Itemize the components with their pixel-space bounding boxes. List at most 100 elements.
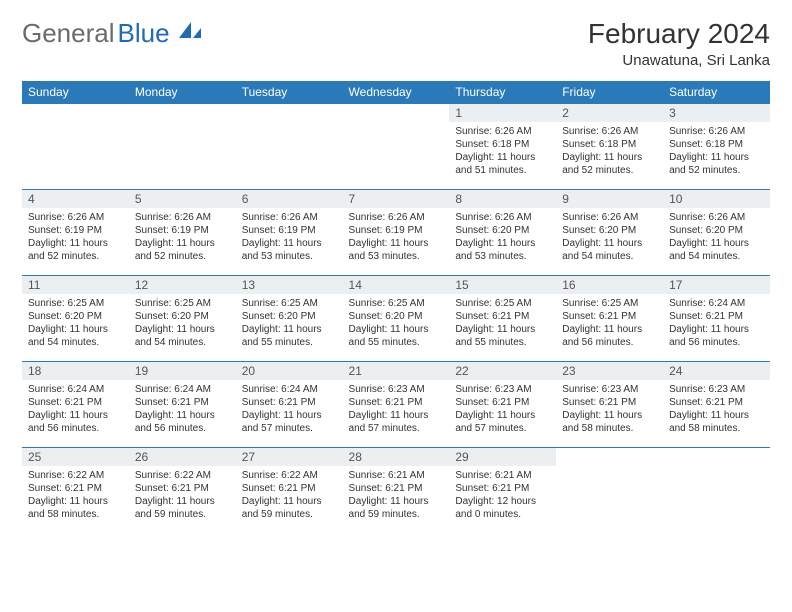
day-number: 11 xyxy=(22,276,129,294)
day-number: 7 xyxy=(343,190,450,208)
sunset-text: Sunset: 6:21 PM xyxy=(242,396,337,409)
sunset-text: Sunset: 6:20 PM xyxy=(669,224,764,237)
calendar-cell: 20Sunrise: 6:24 AMSunset: 6:21 PMDayligh… xyxy=(236,362,343,448)
daylight-text: Daylight: 11 hours and 53 minutes. xyxy=(349,237,444,263)
sunset-text: Sunset: 6:21 PM xyxy=(455,396,550,409)
calendar-cell: 14Sunrise: 6:25 AMSunset: 6:20 PMDayligh… xyxy=(343,276,450,362)
sunrise-text: Sunrise: 6:26 AM xyxy=(135,211,230,224)
daylight-text: Daylight: 11 hours and 54 minutes. xyxy=(562,237,657,263)
calendar-cell: 16Sunrise: 6:25 AMSunset: 6:21 PMDayligh… xyxy=(556,276,663,362)
daylight-text: Daylight: 11 hours and 57 minutes. xyxy=(242,409,337,435)
daylight-text: Daylight: 11 hours and 52 minutes. xyxy=(28,237,123,263)
day-number xyxy=(22,104,129,122)
sunrise-text: Sunrise: 6:26 AM xyxy=(455,211,550,224)
sunrise-text: Sunrise: 6:26 AM xyxy=(28,211,123,224)
calendar-cell: 1Sunrise: 6:26 AMSunset: 6:18 PMDaylight… xyxy=(449,104,556,190)
calendar-row: 25Sunrise: 6:22 AMSunset: 6:21 PMDayligh… xyxy=(22,448,770,534)
calendar-cell: 24Sunrise: 6:23 AMSunset: 6:21 PMDayligh… xyxy=(663,362,770,448)
day-info: Sunrise: 6:25 AMSunset: 6:20 PMDaylight:… xyxy=(236,294,343,353)
day-number: 27 xyxy=(236,448,343,466)
daylight-text: Daylight: 11 hours and 53 minutes. xyxy=(455,237,550,263)
day-info: Sunrise: 6:26 AMSunset: 6:18 PMDaylight:… xyxy=(556,122,663,181)
sunrise-text: Sunrise: 6:25 AM xyxy=(242,297,337,310)
day-info: Sunrise: 6:26 AMSunset: 6:19 PMDaylight:… xyxy=(129,208,236,267)
day-number: 1 xyxy=(449,104,556,122)
weekday-header: Saturday xyxy=(663,81,770,104)
sunrise-text: Sunrise: 6:26 AM xyxy=(669,211,764,224)
calendar-cell: 5Sunrise: 6:26 AMSunset: 6:19 PMDaylight… xyxy=(129,190,236,276)
day-info: Sunrise: 6:23 AMSunset: 6:21 PMDaylight:… xyxy=(663,380,770,439)
sunrise-text: Sunrise: 6:22 AM xyxy=(135,469,230,482)
day-info: Sunrise: 6:21 AMSunset: 6:21 PMDaylight:… xyxy=(449,466,556,525)
day-info: Sunrise: 6:24 AMSunset: 6:21 PMDaylight:… xyxy=(22,380,129,439)
sunrise-text: Sunrise: 6:25 AM xyxy=(28,297,123,310)
sunrise-text: Sunrise: 6:21 AM xyxy=(455,469,550,482)
calendar-cell: 18Sunrise: 6:24 AMSunset: 6:21 PMDayligh… xyxy=(22,362,129,448)
calendar-cell: 11Sunrise: 6:25 AMSunset: 6:20 PMDayligh… xyxy=(22,276,129,362)
daylight-text: Daylight: 11 hours and 52 minutes. xyxy=(669,151,764,177)
day-info: Sunrise: 6:22 AMSunset: 6:21 PMDaylight:… xyxy=(22,466,129,525)
daylight-text: Daylight: 11 hours and 55 minutes. xyxy=(349,323,444,349)
sunset-text: Sunset: 6:20 PM xyxy=(562,224,657,237)
day-number xyxy=(663,448,770,466)
sunset-text: Sunset: 6:21 PM xyxy=(135,482,230,495)
daylight-text: Daylight: 11 hours and 56 minutes. xyxy=(562,323,657,349)
day-info: Sunrise: 6:26 AMSunset: 6:18 PMDaylight:… xyxy=(449,122,556,181)
daylight-text: Daylight: 11 hours and 55 minutes. xyxy=(242,323,337,349)
sunrise-text: Sunrise: 6:23 AM xyxy=(349,383,444,396)
sunset-text: Sunset: 6:20 PM xyxy=(349,310,444,323)
sunrise-text: Sunrise: 6:23 AM xyxy=(562,383,657,396)
daylight-text: Daylight: 11 hours and 51 minutes. xyxy=(455,151,550,177)
day-number: 9 xyxy=(556,190,663,208)
daylight-text: Daylight: 11 hours and 55 minutes. xyxy=(455,323,550,349)
weekday-header: Friday xyxy=(556,81,663,104)
calendar-cell xyxy=(129,104,236,190)
sunset-text: Sunset: 6:20 PM xyxy=(455,224,550,237)
calendar-cell: 9 Sunrise: 6:26 AMSunset: 6:20 PMDaylight… xyxy=(556,190,663,276)
brand-part1: General xyxy=(22,18,115,49)
calendar-cell xyxy=(556,448,663,534)
daylight-text: Daylight: 11 hours and 54 minutes. xyxy=(669,237,764,263)
day-number: 8 xyxy=(449,190,556,208)
day-number: 2 xyxy=(556,104,663,122)
title-block: February 2024 Unawatuna, Sri Lanka xyxy=(588,18,770,69)
day-info: Sunrise: 6:25 AMSunset: 6:20 PMDaylight:… xyxy=(129,294,236,353)
daylight-text: Daylight: 11 hours and 53 minutes. xyxy=(242,237,337,263)
sunset-text: Sunset: 6:21 PM xyxy=(669,396,764,409)
sunset-text: Sunset: 6:21 PM xyxy=(242,482,337,495)
header: GeneralBlue February 2024 Unawatuna, Sri… xyxy=(22,18,770,69)
day-info: Sunrise: 6:21 AMSunset: 6:21 PMDaylight:… xyxy=(343,466,450,525)
daylight-text: Daylight: 11 hours and 59 minutes. xyxy=(135,495,230,521)
sunset-text: Sunset: 6:20 PM xyxy=(135,310,230,323)
day-number: 19 xyxy=(129,362,236,380)
calendar-cell xyxy=(343,104,450,190)
day-number: 21 xyxy=(343,362,450,380)
daylight-text: Daylight: 11 hours and 57 minutes. xyxy=(455,409,550,435)
daylight-text: Daylight: 11 hours and 52 minutes. xyxy=(562,151,657,177)
day-info: Sunrise: 6:24 AMSunset: 6:21 PMDaylight:… xyxy=(236,380,343,439)
day-number: 16 xyxy=(556,276,663,294)
day-info: Sunrise: 6:26 AMSunset: 6:19 PMDaylight:… xyxy=(343,208,450,267)
day-number xyxy=(556,448,663,466)
daylight-text: Daylight: 11 hours and 56 minutes. xyxy=(28,409,123,435)
calendar-cell xyxy=(663,448,770,534)
day-number: 15 xyxy=(449,276,556,294)
day-info: Sunrise: 6:26 AMSunset: 6:20 PMDaylight:… xyxy=(663,208,770,267)
sunrise-text: Sunrise: 6:26 AM xyxy=(349,211,444,224)
sunset-text: Sunset: 6:19 PM xyxy=(28,224,123,237)
daylight-text: Daylight: 11 hours and 58 minutes. xyxy=(562,409,657,435)
day-info: Sunrise: 6:22 AMSunset: 6:21 PMDaylight:… xyxy=(129,466,236,525)
sunrise-text: Sunrise: 6:26 AM xyxy=(562,211,657,224)
calendar-cell: 29Sunrise: 6:21 AMSunset: 6:21 PMDayligh… xyxy=(449,448,556,534)
calendar-row: 4Sunrise: 6:26 AMSunset: 6:19 PMDaylight… xyxy=(22,190,770,276)
daylight-text: Daylight: 11 hours and 59 minutes. xyxy=(349,495,444,521)
day-info: Sunrise: 6:26 AMSunset: 6:19 PMDaylight:… xyxy=(236,208,343,267)
day-number: 3 xyxy=(663,104,770,122)
calendar-table: Sunday Monday Tuesday Wednesday Thursday… xyxy=(22,81,770,534)
calendar-cell: 26Sunrise: 6:22 AMSunset: 6:21 PMDayligh… xyxy=(129,448,236,534)
day-number xyxy=(129,104,236,122)
day-number: 25 xyxy=(22,448,129,466)
calendar-cell: 8 Sunrise: 6:26 AMSunset: 6:20 PMDaylight… xyxy=(449,190,556,276)
calendar-cell: 4Sunrise: 6:26 AMSunset: 6:19 PMDaylight… xyxy=(22,190,129,276)
sunset-text: Sunset: 6:18 PM xyxy=(669,138,764,151)
